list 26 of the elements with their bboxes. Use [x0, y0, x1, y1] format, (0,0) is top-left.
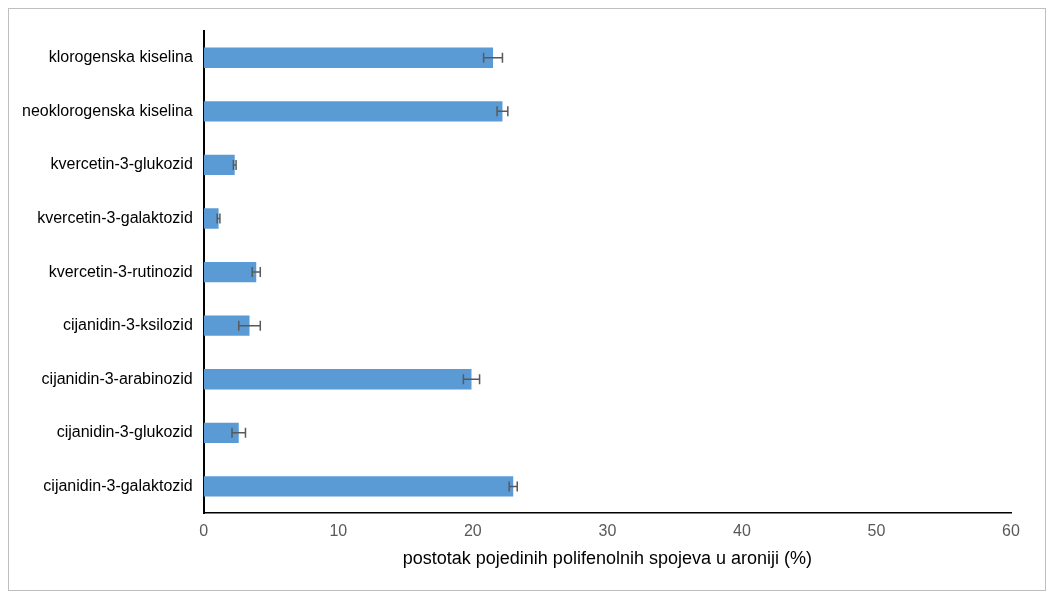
y-tick-label: cijanidin-3-galaktozid [43, 476, 193, 494]
bar [203, 47, 494, 68]
x-tick-label: 10 [329, 522, 348, 540]
bar [203, 154, 235, 176]
x-tick-label: 50 [867, 522, 886, 540]
y-tick-label: cijanidin-3-arabinozid [41, 369, 193, 387]
y-tick-label: kvercetin-3-rutinozid [48, 262, 193, 280]
y-tick-label: kvercetin-3-glukozid [50, 155, 193, 173]
y-tick-label: kvercetin-3-galaktozid [37, 208, 193, 226]
x-tick-label: 40 [733, 522, 751, 540]
y-tick-label: cijanidin-3-glukozid [56, 423, 193, 441]
x-tick-label: 60 [1002, 522, 1020, 540]
y-tick-label: neoklorogenska kiselina [21, 101, 193, 119]
y-tick-label: cijanidin-3-ksilozid [62, 316, 193, 334]
x-tick-label: 0 [199, 522, 209, 540]
bar [203, 101, 503, 122]
bar [203, 208, 219, 229]
bar [203, 261, 257, 283]
x-tick-label: 30 [598, 522, 617, 540]
y-tick-label: klorogenska kiselina [48, 48, 193, 66]
bar [203, 369, 472, 390]
bar [203, 315, 250, 336]
bar [203, 422, 239, 444]
x-axis-title: postotak pojedinih polifenolnih spojeva u aroniji (%) [402, 548, 813, 569]
x-tick-label: 20 [463, 522, 482, 540]
bar [203, 476, 514, 497]
